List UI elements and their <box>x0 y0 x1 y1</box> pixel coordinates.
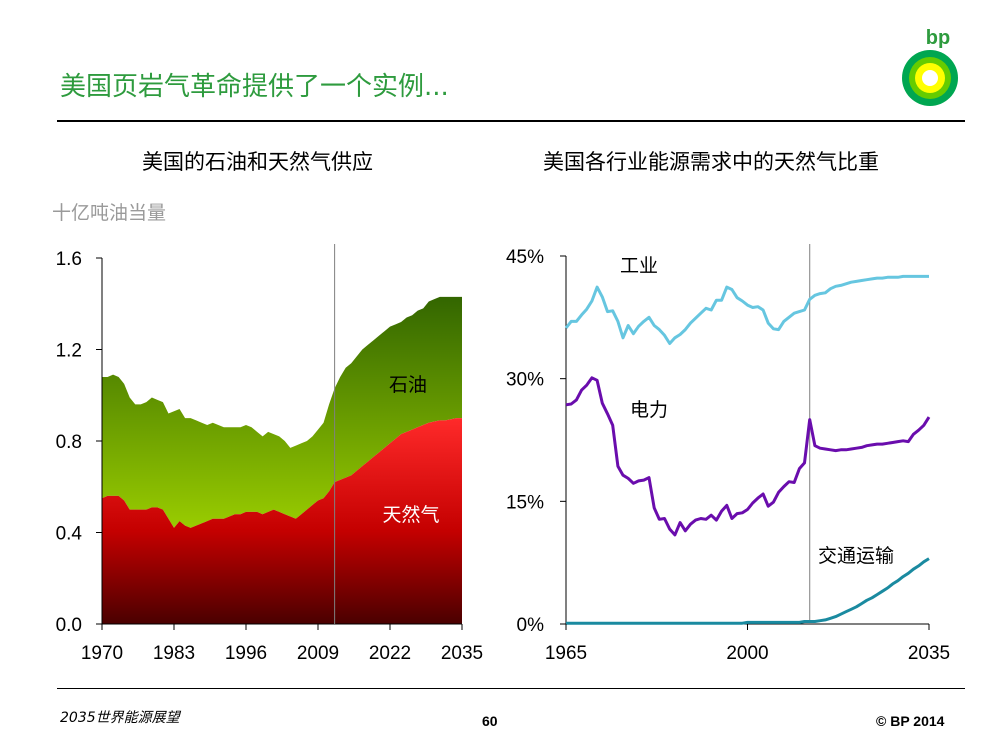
y-tick-label: 1.2 <box>56 341 82 362</box>
footer-report-title: 2035世界能源展望 <box>60 710 180 726</box>
transport-line <box>566 557 930 625</box>
x-tick-label: 2009 <box>297 643 339 664</box>
right-chart-title: 美国各行业能源需求中的天然气比重 <box>543 150 879 174</box>
y-tick-label: 30% <box>506 370 544 391</box>
x-tick-label: 2035 <box>441 643 483 664</box>
bp-logo-text: bp <box>926 27 950 49</box>
oil-gas-supply-chart: 0.0 0.4 0.8 1.2 1.6 1970 1983 1996 2009 2022 2035 石… <box>56 244 483 664</box>
y-tick-label: 45% <box>506 247 544 268</box>
x-tick-label: 1983 <box>153 643 195 664</box>
copyright: © BP 2014 <box>876 713 945 729</box>
power-series-label: 电力 <box>630 399 668 421</box>
x-tick-label: 2000 <box>726 643 768 664</box>
bp-logo: bp <box>902 27 958 106</box>
gas-series-label: 天然气 <box>382 504 439 526</box>
slide-title: 美国页岩气革命提供了一个实例... <box>60 72 449 102</box>
footer-divider <box>57 688 965 689</box>
y-tick-label: 0% <box>517 615 545 636</box>
y-tick-label: 15% <box>506 492 544 513</box>
left-chart-unit-label: 十亿吨油当量 <box>52 202 167 224</box>
industry-line <box>564 274 929 345</box>
oil-area <box>102 296 462 528</box>
x-tick-label: 2035 <box>908 643 950 664</box>
y-tick-label: 0.0 <box>56 615 82 636</box>
x-tick-label: 1965 <box>545 643 587 664</box>
x-tick-label: 1970 <box>81 643 123 664</box>
x-tick-label: 2022 <box>369 643 411 664</box>
transport-series-label: 交通运输 <box>818 545 894 567</box>
y-tick-label: 0.8 <box>56 432 82 453</box>
oil-series-label: 石油 <box>389 374 427 396</box>
x-tick-label: 1996 <box>225 643 267 664</box>
page-number: 60 <box>482 713 498 729</box>
y-tick-label: 1.6 <box>56 249 82 270</box>
industry-series-label: 工业 <box>620 255 658 277</box>
title-divider <box>57 120 965 122</box>
helios-sun-icon <box>902 50 958 106</box>
power-line <box>565 376 931 537</box>
gas-area <box>102 418 462 624</box>
left-chart-title: 美国的石油和天然气供应 <box>142 150 373 174</box>
y-tick-label: 0.4 <box>56 524 83 545</box>
